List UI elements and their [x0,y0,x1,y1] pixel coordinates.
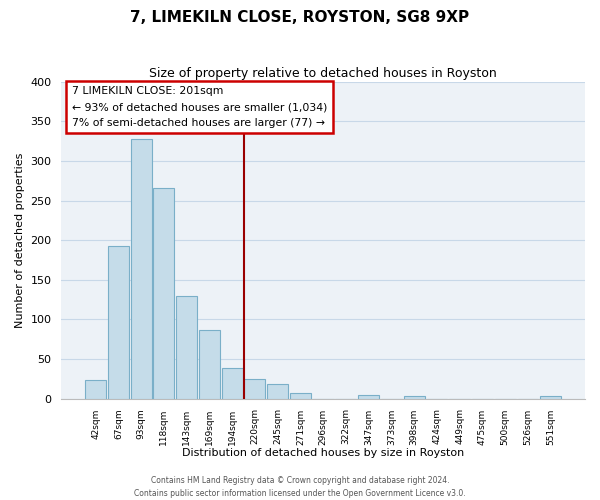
Bar [85,380,106,398]
Text: 7 LIMEKILN CLOSE: 201sqm
← 93% of detached houses are smaller (1,034)
7% of semi: 7 LIMEKILN CLOSE: 201sqm ← 93% of detach… [72,86,327,128]
Bar [154,188,175,398]
Bar [540,396,561,398]
Text: Contains HM Land Registry data © Crown copyright and database right 2024.
Contai: Contains HM Land Registry data © Crown c… [134,476,466,498]
Bar [358,396,379,398]
Bar [108,246,129,398]
Bar [267,384,288,398]
X-axis label: Distribution of detached houses by size in Royston: Distribution of detached houses by size … [182,448,464,458]
Y-axis label: Number of detached properties: Number of detached properties [15,152,25,328]
Text: 7, LIMEKILN CLOSE, ROYSTON, SG8 9XP: 7, LIMEKILN CLOSE, ROYSTON, SG8 9XP [130,10,470,25]
Bar [222,368,242,398]
Bar [290,393,311,398]
Bar [404,396,425,398]
Bar [176,296,197,399]
Bar [199,330,220,398]
Title: Size of property relative to detached houses in Royston: Size of property relative to detached ho… [149,68,497,80]
Bar [244,379,265,398]
Bar [131,138,152,398]
